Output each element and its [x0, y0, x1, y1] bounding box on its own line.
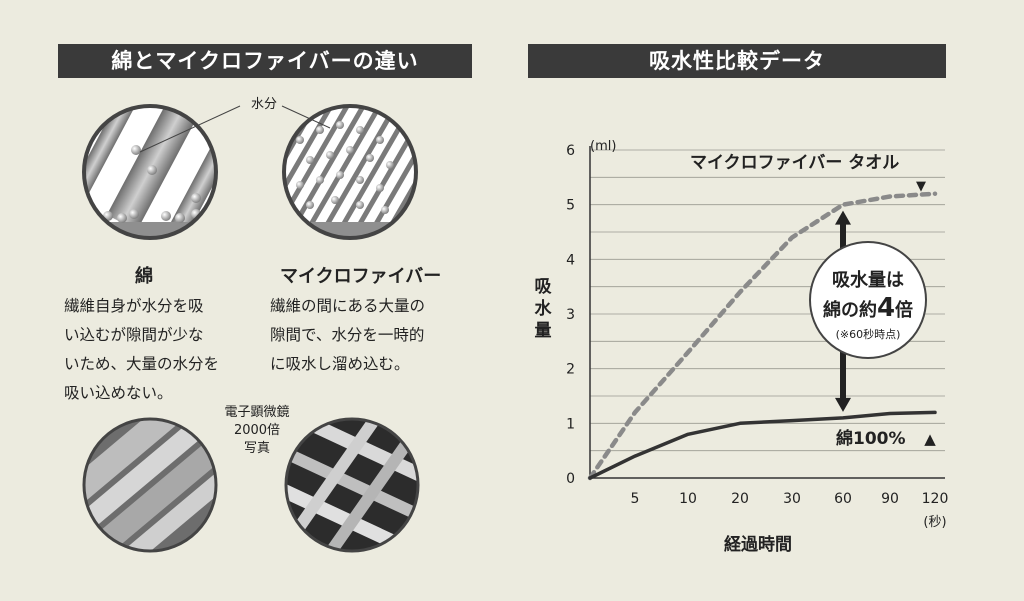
x-tick-label: 120 [922, 491, 949, 507]
y-tick-label: 2 [566, 362, 575, 378]
series-line-0 [587, 191, 938, 481]
x-axis-title: 経過時間 [724, 534, 792, 555]
x-tick-label: 30 [783, 491, 801, 507]
comparison-arrow-head-up [835, 210, 851, 225]
y-axis-title-char: 水 [535, 298, 553, 319]
cotton-label: 綿 [135, 266, 153, 287]
y-tick-label: 0 [566, 471, 575, 487]
y-axis-title-char: 量 [535, 320, 552, 341]
y-tick-label: 3 [566, 307, 575, 323]
right-title-banner: 吸水性比較データ [528, 44, 946, 78]
y-unit-label: (ml) [590, 139, 616, 154]
chart-series [587, 191, 938, 481]
x-tick-label: 20 [731, 491, 749, 507]
x-tick-label: 5 [631, 491, 640, 507]
moisture-label: 水分 [250, 97, 277, 112]
cotton-description: 繊維自身が水分を吸 い込むが隙間が少な いため、大量の水分を 吸い込めない。 [64, 297, 220, 402]
microscope-caption: 電子顕微鏡 2000倍 写真 [224, 405, 290, 456]
y-tick-label: 5 [566, 198, 575, 214]
cotton-marker: ▲ [924, 430, 936, 448]
y-tick-label: 6 [566, 143, 575, 159]
chart-axes [589, 146, 945, 479]
microfiber-marker: ▼ [916, 179, 926, 194]
microfiber-description: 繊維の間にある大量の 隙間で、水分を一時的 に吸水し溜め込む。 [270, 297, 426, 373]
annotation-circle [809, 241, 927, 359]
x-tick-label: 60 [834, 491, 852, 507]
series-label-cotton: 綿100% [836, 428, 906, 449]
annotation-line1: 吸水量は [832, 269, 904, 291]
microfiber-label: マイクロファイバー [280, 266, 442, 287]
chart-ticks: 0 1 2 3 4 5 6 (ml) 5 10 20 30 60 90 120 (秒) [566, 139, 948, 530]
annotation-line2: 綿の約4倍 [823, 293, 913, 323]
annotation-note: (※60秒時点) [836, 327, 901, 341]
x-tick-label: 10 [679, 491, 697, 507]
series-line-1 [588, 410, 937, 480]
x-tick-label: 90 [881, 491, 899, 507]
y-tick-label: 1 [566, 416, 575, 432]
comparison-arrow-head-down [835, 397, 851, 412]
y-tick-label: 4 [566, 252, 575, 268]
y-axis-title-char: 吸 [535, 277, 553, 297]
x-unit-label: (秒) [923, 515, 946, 530]
series-label-microfiber: マイクロファイバー タオル [690, 153, 899, 173]
left-title-banner: 綿とマイクロファイバーの違い [58, 44, 472, 78]
